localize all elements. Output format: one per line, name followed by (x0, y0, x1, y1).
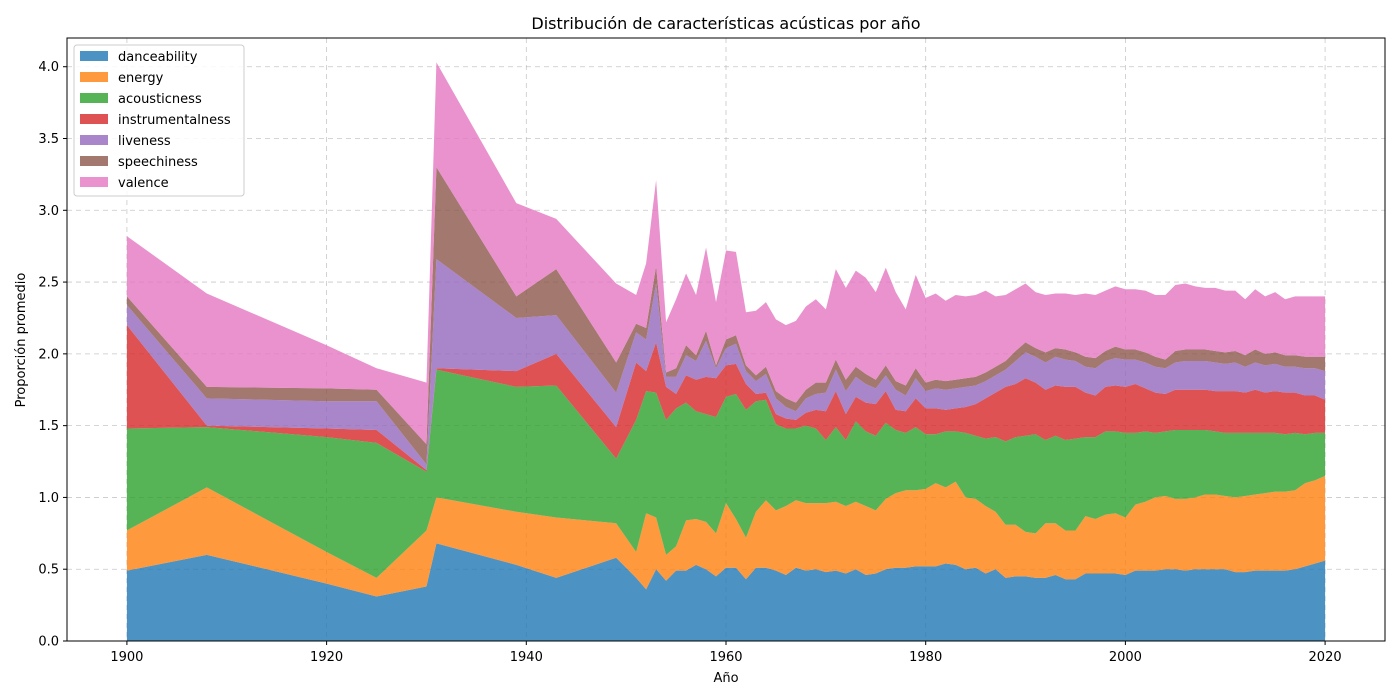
legend-swatch-valence (80, 177, 108, 187)
y-tick-label: 3.5 (38, 132, 59, 147)
legend-label-valence: valence (118, 176, 169, 191)
legend-label-liveness: liveness (118, 134, 171, 149)
area-energy (126, 475, 1326, 597)
y-tick-label: 4.0 (38, 60, 59, 75)
legend-swatch-speechiness (80, 156, 108, 166)
y-axis-ticks: 0.0 0.5 1.0 1.5 2.0 2.5 3.0 3.5 4.0 (38, 60, 67, 650)
x-tick-label: 1920 (310, 650, 343, 665)
chart-title: Distribución de características acústica… (531, 14, 920, 33)
legend-swatch-liveness (80, 135, 108, 145)
legend-label-instrumentalness: instrumentalness (118, 113, 231, 128)
y-axis-label: Proporción promedio (14, 273, 29, 408)
x-tick-label: 1940 (510, 650, 543, 665)
area-liveness (126, 259, 1326, 471)
x-tick-label: 2020 (1309, 650, 1342, 665)
y-tick-label: 0.0 (38, 635, 59, 650)
area-acousticness (126, 369, 1326, 578)
area-instrumentalness (126, 325, 1326, 472)
x-axis-label: Año (713, 671, 738, 686)
y-tick-label: 0.5 (38, 563, 59, 578)
legend-swatch-acousticness (80, 93, 108, 103)
legend-label-danceability: danceability (118, 50, 198, 65)
legend-swatch-danceability (80, 51, 108, 61)
x-tick-label: 2000 (1109, 650, 1142, 665)
y-tick-label: 1.5 (38, 419, 59, 434)
area-valence (126, 62, 1326, 445)
x-tick-label: 1980 (909, 650, 942, 665)
area-danceability (126, 543, 1326, 641)
legend-box (73, 44, 245, 197)
y-tick-label: 2.0 (38, 347, 59, 362)
legend-swatch-energy (80, 72, 108, 82)
legend-label-energy: energy (118, 71, 164, 86)
legend-label-speechiness: speechiness (118, 155, 198, 170)
legend-swatch-instrumentalness (80, 114, 108, 124)
x-tick-label: 1960 (709, 650, 742, 665)
y-tick-label: 3.0 (38, 204, 59, 219)
x-tick-label: 1900 (110, 650, 143, 665)
legend: danceability energy acousticness instrument… (73, 44, 245, 197)
y-tick-label: 1.0 (38, 491, 59, 506)
area-series-group (126, 62, 1326, 641)
y-tick-label: 2.5 (38, 276, 59, 291)
x-axis-ticks: 1900 1920 1940 1960 1980 2000 2020 (110, 641, 1342, 665)
legend-label-acousticness: acousticness (118, 92, 202, 107)
